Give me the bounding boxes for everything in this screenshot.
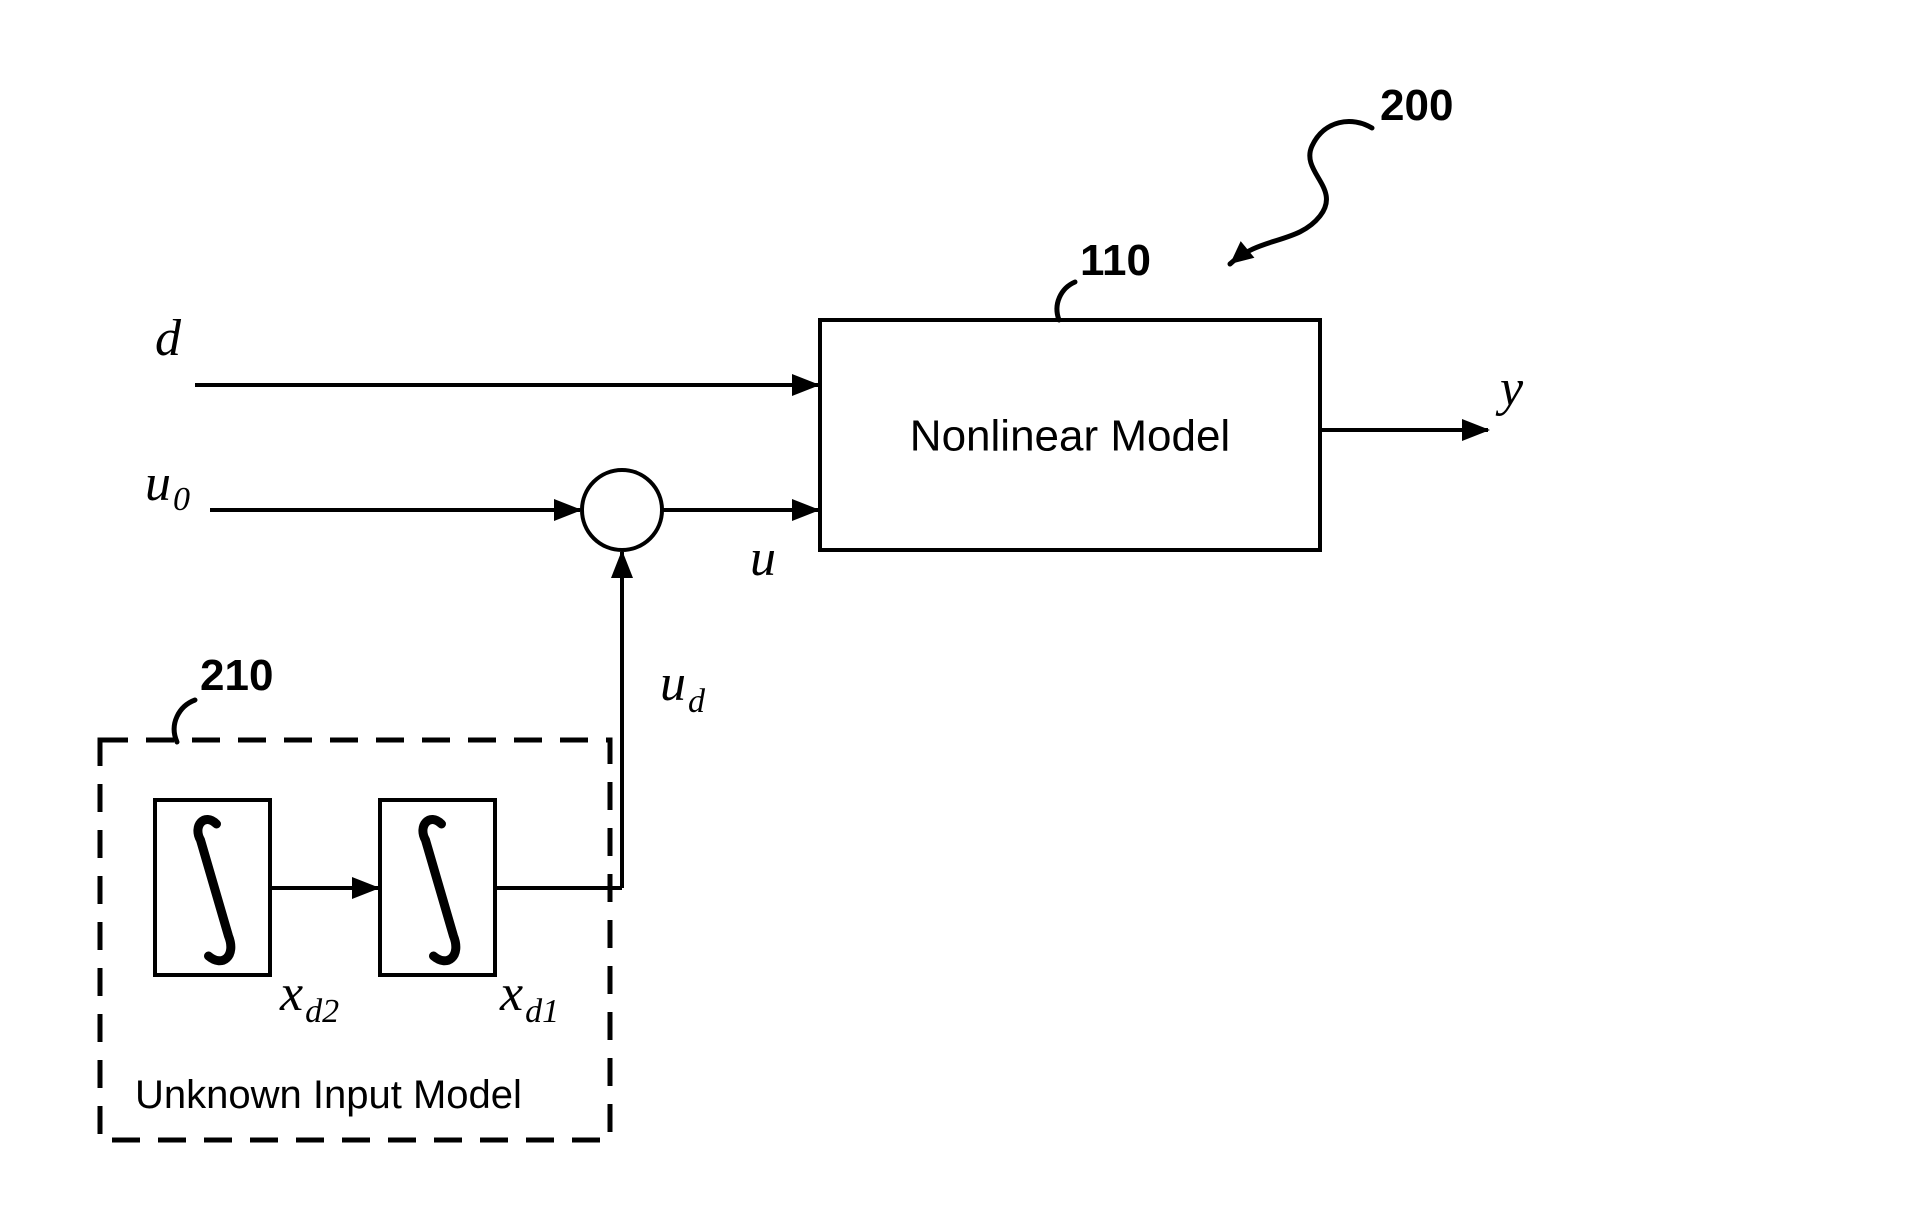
nonlinear-model-block: Nonlinear Model [820,320,1320,550]
uim-210-refnum: 210 [200,651,273,700]
signal-xd1-label: xd1 [499,965,559,1030]
signal-d-label: d [155,310,182,367]
signal-xd2-label: xd2 [279,965,339,1030]
signal-ud-label: ud [660,655,706,720]
uim-210-leader [174,700,195,742]
model-110-refnum: 110 [1080,236,1151,285]
fig-200-leader [1230,122,1372,264]
signal-u-label: u [750,530,776,587]
sum-junction [582,470,662,550]
signal-y-label: y [1495,360,1524,417]
integrator-1 [155,800,270,975]
signal-u0-label: u0 [145,455,190,518]
integrator-2 [380,800,495,975]
fig-200-refnum: 200 [1380,81,1453,130]
model-110-leader [1057,282,1075,320]
nonlinear-model-label: Nonlinear Model [910,411,1230,460]
unknown-input-model-caption: Unknown Input Model [135,1073,522,1117]
